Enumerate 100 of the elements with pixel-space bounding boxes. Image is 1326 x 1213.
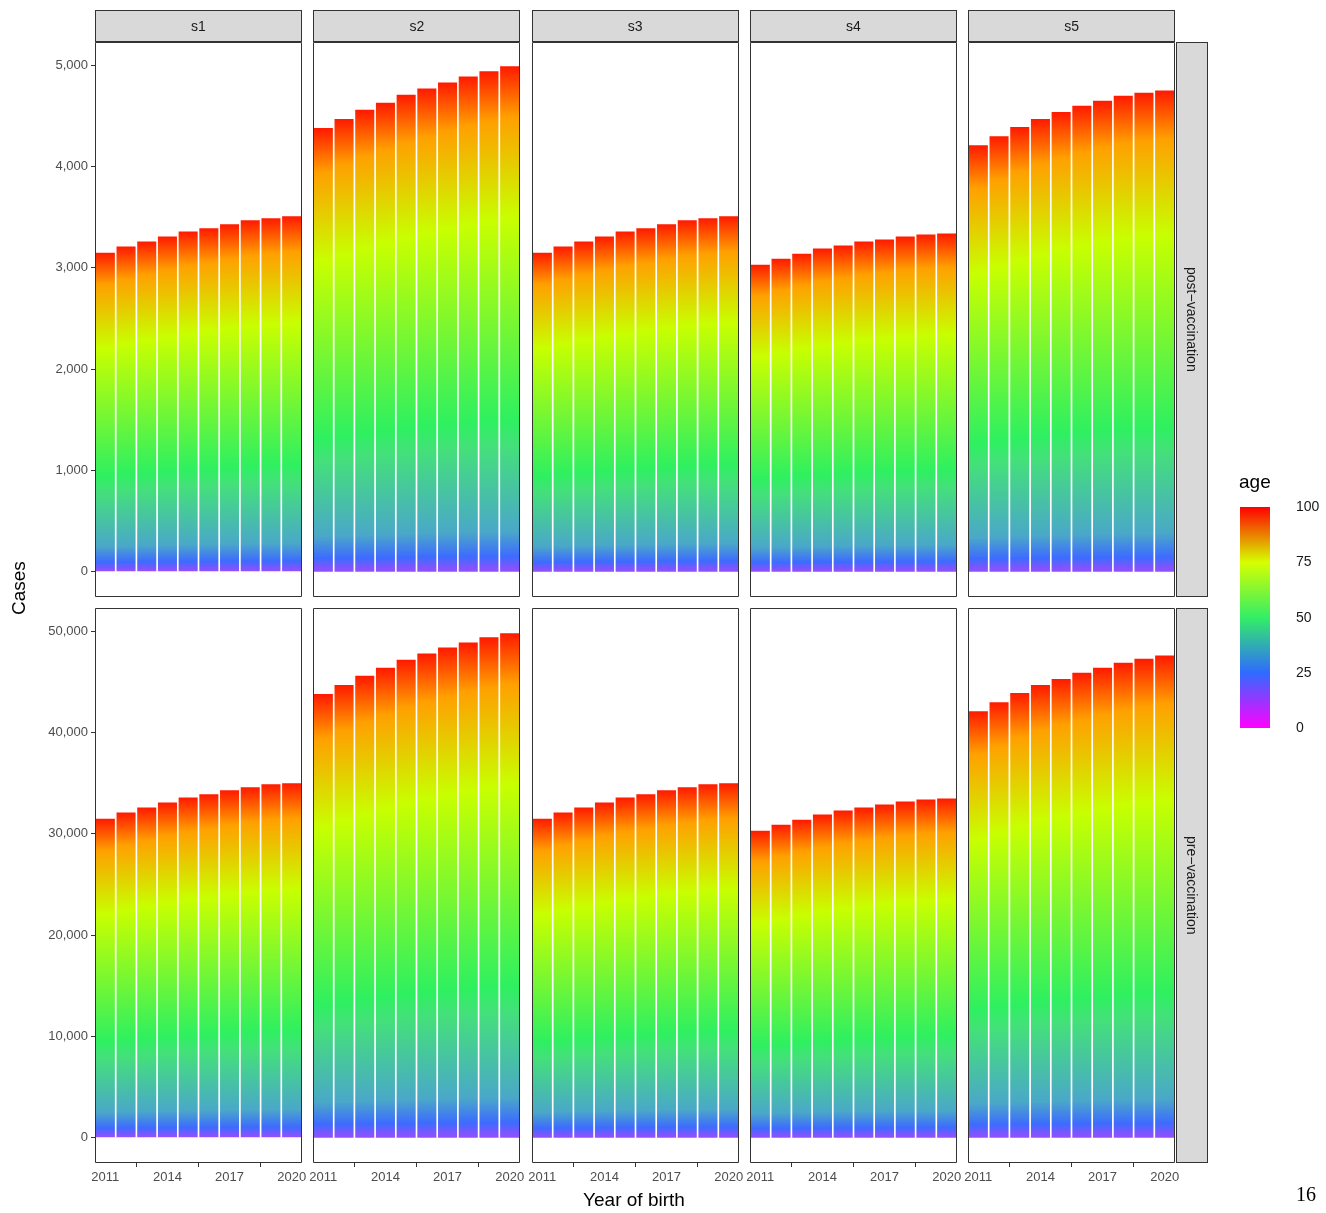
bar: [116, 246, 136, 572]
x-axis-title: Year of birth: [582, 1189, 686, 1211]
bar: [314, 694, 334, 1138]
x-tick-label: 2017: [215, 1169, 245, 1185]
x-tick-label: 2017: [433, 1169, 463, 1185]
bar: [438, 647, 458, 1138]
x-tick-label: 2014: [807, 1169, 837, 1185]
y-tick-label: 5,000: [55, 56, 88, 72]
x-tick-label: 2011: [91, 1169, 120, 1185]
y-tick-label: 2,000: [55, 360, 88, 376]
bar: [573, 241, 593, 572]
bar: [812, 248, 832, 572]
bar: [282, 216, 302, 572]
bar: [677, 220, 697, 572]
bar: [459, 76, 479, 572]
chart-title: s3: [531, 10, 739, 42]
bar: [396, 94, 416, 572]
x-tick-label: 2020: [277, 1169, 307, 1185]
y-tick-label: 0: [80, 563, 88, 579]
bar: [833, 245, 853, 572]
bar: [479, 637, 499, 1138]
x-tick-label: 2020: [713, 1169, 743, 1185]
y-tick-label: 4,000: [55, 158, 88, 174]
x-tick-label: 2014: [1026, 1169, 1056, 1185]
y-tick-label: 30,000: [48, 825, 88, 841]
bar: [656, 790, 676, 1138]
bar: [635, 794, 655, 1138]
bar: [792, 253, 812, 572]
bar: [677, 787, 697, 1138]
bar: [178, 797, 198, 1138]
bar: [916, 799, 936, 1138]
bar: [282, 783, 302, 1138]
bar: [355, 109, 375, 572]
bar: [261, 218, 281, 572]
bar: [916, 234, 936, 572]
bar: [833, 810, 853, 1138]
bar: [594, 802, 614, 1138]
bar: [615, 231, 635, 572]
x-tick-label: 2020: [932, 1169, 961, 1185]
chart-title: s1: [95, 10, 302, 42]
bar: [240, 220, 260, 572]
bar: [95, 818, 115, 1138]
color-bar-label: 75: [1296, 553, 1312, 570]
bar: [417, 653, 437, 1138]
bar: [656, 224, 676, 572]
bar: [459, 642, 479, 1138]
color-bar-label: 50: [1296, 608, 1312, 625]
y-tick-label: 3,000: [55, 259, 88, 275]
bar: [594, 236, 614, 572]
x-tick-label: 2017: [869, 1169, 899, 1185]
bar: [95, 252, 115, 572]
bar: [157, 236, 177, 572]
bar: [137, 241, 157, 572]
bar: [334, 684, 354, 1138]
bar: [750, 264, 770, 572]
chart-title: s2: [313, 10, 521, 42]
bar: [771, 824, 791, 1138]
bar: [532, 252, 552, 572]
chart-title: s5: [968, 10, 1176, 42]
bar: [771, 258, 791, 572]
bar: [376, 667, 396, 1138]
bar: [396, 659, 416, 1138]
bar: [376, 102, 396, 572]
x-tick-label: 2014: [589, 1169, 619, 1185]
bar: [874, 239, 894, 572]
x-tick-label: 2014: [371, 1169, 401, 1185]
x-tick-label: 2020: [495, 1169, 525, 1185]
bar: [553, 812, 573, 1138]
bar: [615, 797, 635, 1138]
bar: [854, 241, 874, 572]
bar: [874, 804, 894, 1138]
bar: [157, 802, 177, 1138]
bar: [698, 784, 718, 1138]
x-tick-label: 2011: [527, 1169, 556, 1185]
bar: [116, 812, 136, 1138]
bar: [199, 228, 219, 572]
bar: [532, 818, 552, 1138]
bar: [500, 633, 520, 1138]
x-tick-label: 2020: [1150, 1169, 1180, 1185]
bar: [812, 814, 832, 1138]
bar: [937, 798, 957, 1138]
y-tick-label: 40,000: [48, 724, 88, 740]
x-tick-label: 2011: [746, 1169, 775, 1185]
bar: [698, 218, 718, 572]
bar: [479, 71, 499, 572]
bar: [417, 88, 437, 572]
color-bar-label: 100: [1296, 498, 1320, 514]
bar: [718, 216, 738, 572]
bar: [895, 236, 915, 572]
x-tick-label: 2011: [964, 1169, 993, 1185]
bar: [792, 819, 812, 1138]
chart-title: s4: [749, 10, 957, 42]
y-tick-label: 20,000: [48, 926, 88, 942]
y2-axis-title: pre−vaccination: [1184, 836, 1201, 935]
bar: [895, 801, 915, 1138]
bar: [240, 787, 260, 1138]
bar: [220, 790, 240, 1138]
bar: [718, 783, 738, 1138]
bar: [199, 794, 219, 1138]
bar: [334, 118, 354, 572]
